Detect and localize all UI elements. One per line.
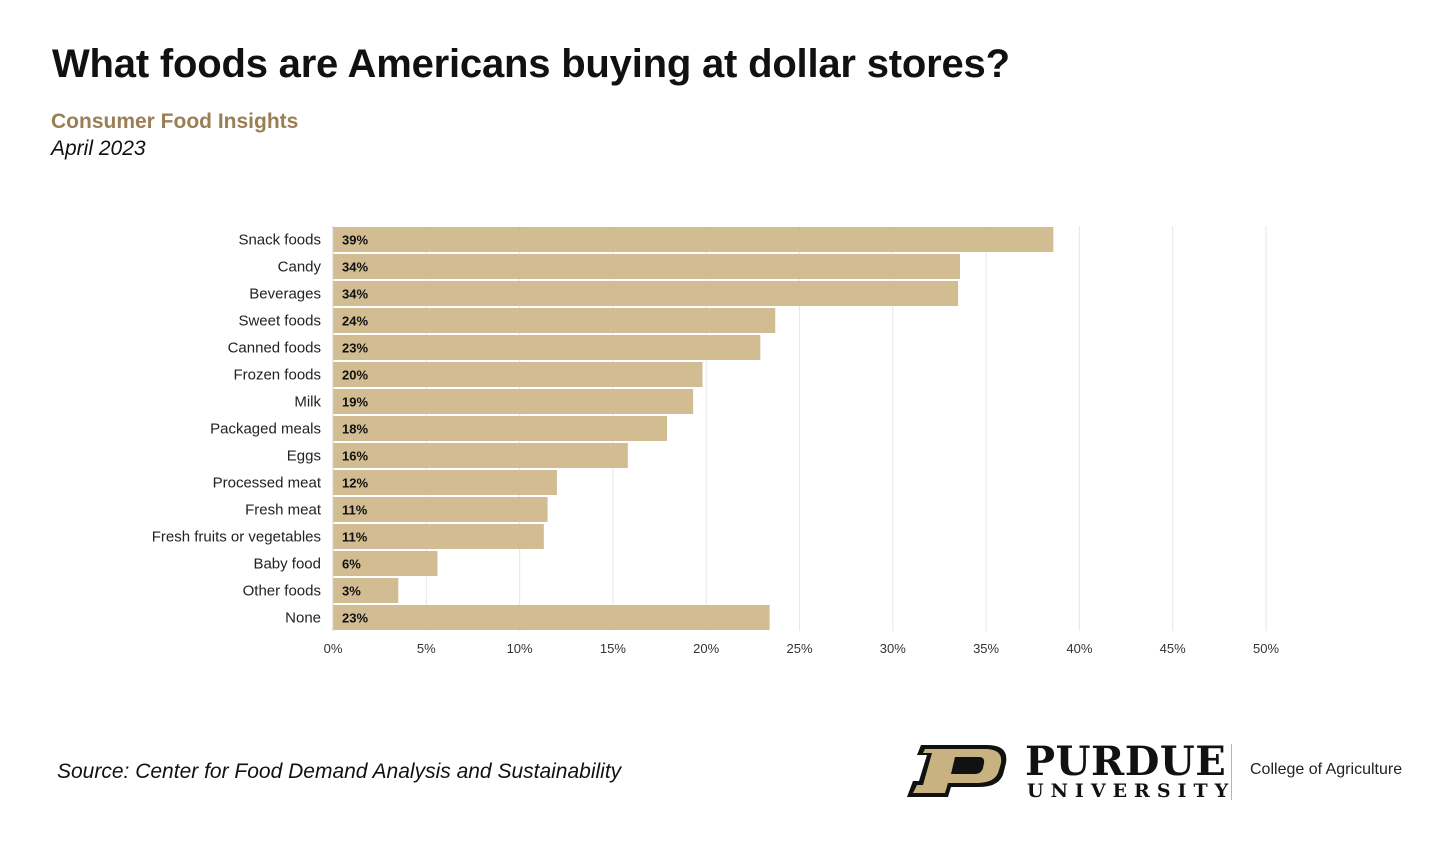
bar — [333, 497, 548, 522]
category-label: Canned foods — [228, 340, 321, 357]
bar — [333, 362, 703, 387]
data-label: 6% — [342, 557, 361, 572]
category-label: Eggs — [287, 448, 321, 465]
data-label: 39% — [342, 233, 368, 248]
bar — [333, 443, 628, 468]
x-tick-label: 0% — [324, 641, 343, 656]
x-tick-label: 25% — [786, 641, 812, 656]
chart-date: April 2023 — [51, 137, 146, 160]
category-label: Baby food — [253, 556, 321, 573]
category-label: Sweet foods — [238, 313, 321, 330]
bar — [333, 578, 399, 603]
bar — [333, 605, 770, 630]
bar — [333, 335, 761, 360]
data-label: 23% — [342, 341, 368, 356]
data-label: 11% — [342, 503, 368, 518]
x-tick-label: 50% — [1253, 641, 1279, 656]
data-label: 23% — [342, 611, 368, 626]
category-label: Packaged meals — [210, 421, 321, 438]
chart-subtitle: Consumer Food Insights — [51, 110, 299, 133]
data-label: 24% — [342, 314, 368, 329]
bar — [333, 254, 960, 279]
x-tick-label: 40% — [1066, 641, 1092, 656]
bar — [333, 470, 557, 495]
x-tick-label: 30% — [880, 641, 906, 656]
source-note: Source: Center for Food Demand Analysis … — [57, 760, 622, 783]
x-tick-label: 20% — [693, 641, 719, 656]
x-tick-label: 10% — [507, 641, 533, 656]
x-tick-label: 45% — [1160, 641, 1186, 656]
category-label: Frozen foods — [233, 367, 321, 384]
bar — [333, 551, 438, 576]
logo-divider — [1231, 744, 1232, 800]
bar — [333, 416, 668, 441]
data-label: 19% — [342, 395, 368, 410]
purdue-logo: PURDUE UNIVERSITY College of Agriculture — [905, 738, 1405, 808]
category-label: Fresh fruits or vegetables — [152, 529, 321, 546]
data-label: 18% — [342, 422, 368, 437]
data-label: 20% — [342, 368, 368, 383]
logo-subwordmark: UNIVERSITY — [1027, 780, 1236, 802]
category-label: Fresh meat — [245, 502, 322, 519]
x-tick-label: 15% — [600, 641, 626, 656]
x-tick-label: 35% — [973, 641, 999, 656]
category-label: Processed meat — [213, 475, 322, 492]
data-label: 3% — [342, 584, 361, 599]
category-label: Milk — [294, 394, 321, 411]
bar — [333, 281, 959, 306]
purdue-p-icon — [907, 745, 1007, 797]
category-label: Candy — [278, 259, 322, 276]
x-tick-label: 5% — [417, 641, 436, 656]
data-label: 12% — [342, 476, 368, 491]
category-label: Other foods — [243, 583, 321, 600]
bar — [333, 389, 694, 414]
category-label: None — [285, 610, 321, 627]
bar — [333, 227, 1054, 252]
data-label: 11% — [342, 530, 368, 545]
logo-wordmark: PURDUE — [1025, 738, 1227, 785]
college-name: College of Agriculture — [1250, 761, 1403, 778]
category-label: Snack foods — [238, 232, 321, 249]
bar — [333, 524, 544, 549]
data-label: 34% — [342, 287, 368, 302]
bar — [333, 308, 776, 333]
chart-title: What foods are Americans buying at dolla… — [52, 42, 1010, 86]
data-label: 16% — [342, 449, 368, 464]
category-label: Beverages — [249, 286, 321, 303]
data-label: 34% — [342, 260, 368, 275]
